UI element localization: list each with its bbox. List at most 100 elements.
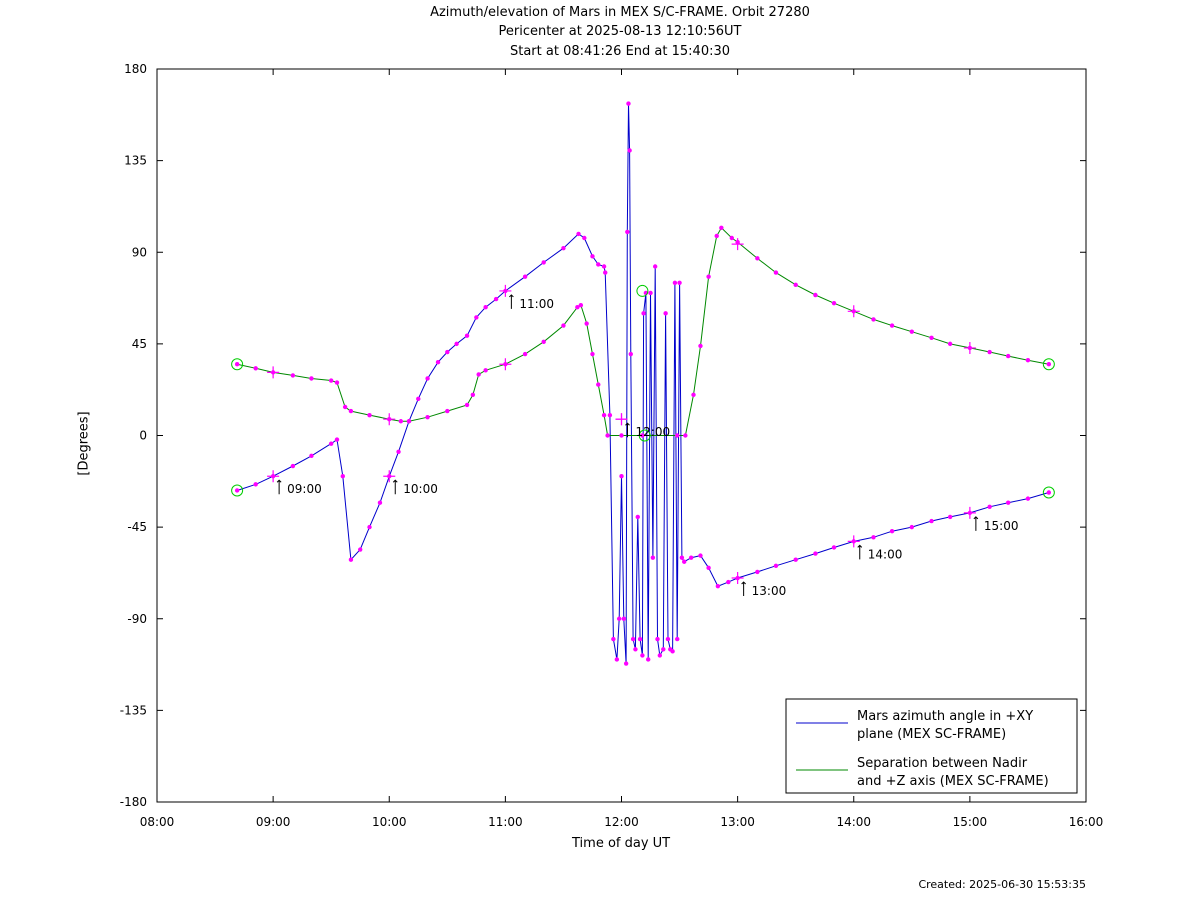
series-point-1 [348,408,354,414]
series-point-0 [582,235,587,241]
series-point-1 [253,366,258,371]
series-point-0 [348,557,354,562]
series-point-1 [683,433,688,438]
series-point-0 [601,264,607,269]
series-point-0 [652,264,658,269]
series-point-0 [425,376,430,381]
series-line-0 [236,103,1049,664]
cross-marker [499,358,512,371]
series-point-1 [813,292,818,298]
series-point-0 [670,649,675,654]
series-point-0 [603,270,608,275]
x-tick-label: 16:00 [1069,815,1104,829]
series-point-1 [584,321,589,326]
hour-cross-marker [383,470,396,483]
series-point-0 [541,260,546,265]
series-point-0 [628,351,633,357]
series-point-1 [290,373,296,378]
y-tick-label: 180 [124,62,147,76]
hour-pointer [741,581,746,597]
created-timestamp: Created: 2025-06-30 15:53:35 [918,878,1086,891]
hour-cross-marker [615,413,628,426]
hour-pointer [973,516,979,531]
series-point-0 [309,453,314,459]
series-point-0 [1046,490,1052,495]
series-point-0 [377,500,383,505]
legend-label-0: Mars azimuth angle in +XY [857,709,1033,724]
series-point-1 [425,414,430,420]
series-point-1 [719,225,724,231]
x-tick-label: 09:00 [256,815,291,829]
cross-marker [383,413,396,426]
series-point-1 [561,323,566,328]
series-point-1 [698,343,703,349]
series-point-0 [596,262,601,267]
series-point-0 [655,636,660,642]
series-point-0 [328,441,334,446]
series-point-0 [1005,500,1011,505]
series-point-0 [522,274,528,279]
series-point-0 [621,616,627,621]
chart-title-line-3: Start at 08:41:26 End at 15:40:30 [509,44,731,59]
y-tick-label: 45 [132,337,147,351]
series-point-0 [635,514,640,520]
circle-marker [231,358,244,371]
y-tick-label: -135 [120,703,147,717]
x-tick-label: 08:00 [140,815,175,829]
x-tick-label: 14:00 [836,815,871,829]
series-point-1 [889,323,895,328]
series-point-1 [793,282,798,288]
series-point-1 [309,376,314,381]
y-tick-label: -45 [127,520,147,534]
hour-marker-label: 12:00 [636,425,671,439]
series-point-1 [601,412,607,418]
y-tick-label: -90 [127,612,147,626]
series-point-1 [596,382,601,387]
hour-cross-marker [267,470,280,483]
series-point-0 [813,551,818,556]
circle-marker [638,429,651,442]
x-axis-label: Time of day UT [572,836,671,851]
chart-title-line-2: Pericenter at 2025-08-13 12:10:56UT [498,24,742,39]
series-point-0 [682,559,687,564]
hour-pointer [509,294,514,309]
series-point-1 [464,402,470,408]
series-point-1 [541,339,546,345]
series-point-0 [831,545,837,550]
x-tick-label: 13:00 [720,815,755,829]
legend-label-1: Separation between Nadir [857,756,1028,771]
cross-marker [267,366,280,379]
series-point-1 [619,433,624,438]
series-point-0 [396,449,401,454]
series-point-0 [677,280,682,285]
series-point-0 [627,148,632,153]
series-point-0 [416,396,421,402]
series-point-1 [406,419,412,424]
hour-cross-marker [731,572,744,585]
series-point-0 [464,333,470,338]
series-point-0 [675,636,680,642]
hour-cross-marker [963,506,976,519]
cross-marker [847,305,860,318]
series-point-1 [929,335,934,340]
series-point-0 [646,657,651,662]
circle-marker [636,284,649,297]
series-point-1 [234,362,240,367]
series-point-1 [831,300,837,306]
series-point-1 [575,305,580,310]
series-point-0 [726,579,731,585]
series-point-0 [445,349,450,355]
series-point-0 [650,555,656,560]
series-point-1 [605,433,610,438]
legend-label-1: and +Z axis (MEX SC-FRAME) [857,774,1049,789]
cross-marker [963,341,976,354]
series-point-0 [611,636,616,642]
x-tick-label: 15:00 [953,815,988,829]
x-tick-label: 11:00 [488,815,523,829]
series-point-1 [706,274,711,279]
series-point-1 [1025,357,1031,363]
hour-marker-label: 11:00 [519,297,554,311]
series-point-1 [342,404,348,410]
series-point-0 [253,482,258,487]
